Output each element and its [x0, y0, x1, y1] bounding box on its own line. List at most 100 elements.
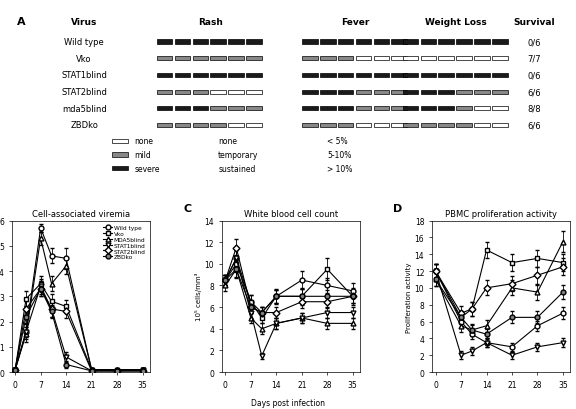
Legend: Wild type, Vko, MDA5blind, STAT1blind, STAT2blind, ZBDko: Wild type, Vko, MDA5blind, STAT1blind, S… — [102, 224, 147, 261]
FancyBboxPatch shape — [392, 107, 407, 111]
Title: White blood cell count: White blood cell count — [244, 210, 338, 219]
FancyBboxPatch shape — [474, 74, 490, 78]
FancyBboxPatch shape — [302, 74, 318, 78]
FancyBboxPatch shape — [492, 90, 507, 94]
FancyBboxPatch shape — [228, 124, 244, 128]
Text: temporary: temporary — [218, 151, 259, 160]
FancyBboxPatch shape — [228, 40, 244, 45]
Text: mda5blind: mda5blind — [62, 105, 107, 114]
FancyBboxPatch shape — [420, 107, 436, 111]
FancyBboxPatch shape — [438, 124, 454, 128]
FancyBboxPatch shape — [338, 90, 354, 94]
FancyBboxPatch shape — [246, 90, 262, 94]
Text: Fever: Fever — [342, 18, 370, 27]
Text: Vko: Vko — [77, 55, 92, 64]
FancyBboxPatch shape — [320, 107, 336, 111]
Text: STAT2blind: STAT2blind — [61, 88, 107, 97]
FancyBboxPatch shape — [492, 124, 507, 128]
FancyBboxPatch shape — [403, 40, 418, 45]
Text: 5-10%: 5-10% — [327, 151, 351, 160]
FancyBboxPatch shape — [438, 74, 454, 78]
FancyBboxPatch shape — [302, 90, 318, 94]
FancyBboxPatch shape — [356, 74, 372, 78]
FancyBboxPatch shape — [374, 107, 389, 111]
FancyBboxPatch shape — [192, 90, 208, 94]
FancyBboxPatch shape — [112, 153, 128, 157]
Text: ZBDko: ZBDko — [70, 121, 98, 130]
FancyBboxPatch shape — [112, 139, 128, 144]
FancyBboxPatch shape — [157, 90, 172, 94]
FancyBboxPatch shape — [403, 57, 418, 61]
FancyBboxPatch shape — [175, 74, 190, 78]
FancyBboxPatch shape — [210, 107, 226, 111]
FancyBboxPatch shape — [420, 90, 436, 94]
Text: none: none — [134, 137, 153, 146]
Text: mild: mild — [134, 151, 151, 160]
FancyBboxPatch shape — [374, 74, 389, 78]
FancyBboxPatch shape — [175, 40, 190, 45]
Text: Survival: Survival — [513, 18, 555, 27]
FancyBboxPatch shape — [246, 107, 262, 111]
FancyBboxPatch shape — [392, 57, 407, 61]
FancyBboxPatch shape — [246, 40, 262, 45]
FancyBboxPatch shape — [210, 74, 226, 78]
FancyBboxPatch shape — [246, 57, 262, 61]
FancyBboxPatch shape — [438, 57, 454, 61]
FancyBboxPatch shape — [338, 107, 354, 111]
FancyBboxPatch shape — [403, 74, 418, 78]
Text: severe: severe — [134, 164, 160, 173]
FancyBboxPatch shape — [157, 124, 172, 128]
FancyBboxPatch shape — [438, 90, 454, 94]
FancyBboxPatch shape — [420, 74, 436, 78]
FancyBboxPatch shape — [456, 40, 472, 45]
FancyBboxPatch shape — [474, 107, 490, 111]
Text: D: D — [393, 204, 403, 214]
FancyBboxPatch shape — [157, 74, 172, 78]
FancyBboxPatch shape — [302, 57, 318, 61]
FancyBboxPatch shape — [175, 107, 190, 111]
Y-axis label: 10⁵ cells/mm³: 10⁵ cells/mm³ — [195, 272, 202, 321]
Text: Days post infection: Days post infection — [251, 398, 325, 407]
FancyBboxPatch shape — [374, 90, 389, 94]
FancyBboxPatch shape — [192, 124, 208, 128]
FancyBboxPatch shape — [438, 40, 454, 45]
FancyBboxPatch shape — [246, 74, 262, 78]
FancyBboxPatch shape — [157, 57, 172, 61]
Text: 0/6: 0/6 — [527, 71, 541, 80]
FancyBboxPatch shape — [302, 40, 318, 45]
FancyBboxPatch shape — [474, 90, 490, 94]
FancyBboxPatch shape — [474, 124, 490, 128]
FancyBboxPatch shape — [192, 107, 208, 111]
Text: none: none — [218, 137, 237, 146]
FancyBboxPatch shape — [210, 57, 226, 61]
FancyBboxPatch shape — [175, 90, 190, 94]
FancyBboxPatch shape — [492, 40, 507, 45]
FancyBboxPatch shape — [356, 90, 372, 94]
FancyBboxPatch shape — [320, 74, 336, 78]
Text: 8/8: 8/8 — [527, 105, 541, 114]
FancyBboxPatch shape — [192, 57, 208, 61]
FancyBboxPatch shape — [302, 107, 318, 111]
Text: Virus: Virus — [71, 18, 97, 27]
FancyBboxPatch shape — [374, 57, 389, 61]
FancyBboxPatch shape — [474, 57, 490, 61]
Text: A: A — [17, 17, 26, 27]
FancyBboxPatch shape — [438, 107, 454, 111]
FancyBboxPatch shape — [474, 40, 490, 45]
FancyBboxPatch shape — [157, 107, 172, 111]
FancyBboxPatch shape — [403, 107, 418, 111]
Y-axis label: Proliferation activity: Proliferation activity — [406, 261, 412, 332]
FancyBboxPatch shape — [456, 57, 472, 61]
FancyBboxPatch shape — [392, 124, 407, 128]
FancyBboxPatch shape — [338, 124, 354, 128]
FancyBboxPatch shape — [392, 90, 407, 94]
FancyBboxPatch shape — [246, 124, 262, 128]
Text: sustained: sustained — [218, 164, 256, 173]
Text: > 10%: > 10% — [327, 164, 353, 173]
FancyBboxPatch shape — [492, 107, 507, 111]
FancyBboxPatch shape — [356, 40, 372, 45]
Title: PBMC proliferation activity: PBMC proliferation activity — [445, 210, 557, 219]
FancyBboxPatch shape — [420, 124, 436, 128]
FancyBboxPatch shape — [210, 90, 226, 94]
FancyBboxPatch shape — [392, 74, 407, 78]
